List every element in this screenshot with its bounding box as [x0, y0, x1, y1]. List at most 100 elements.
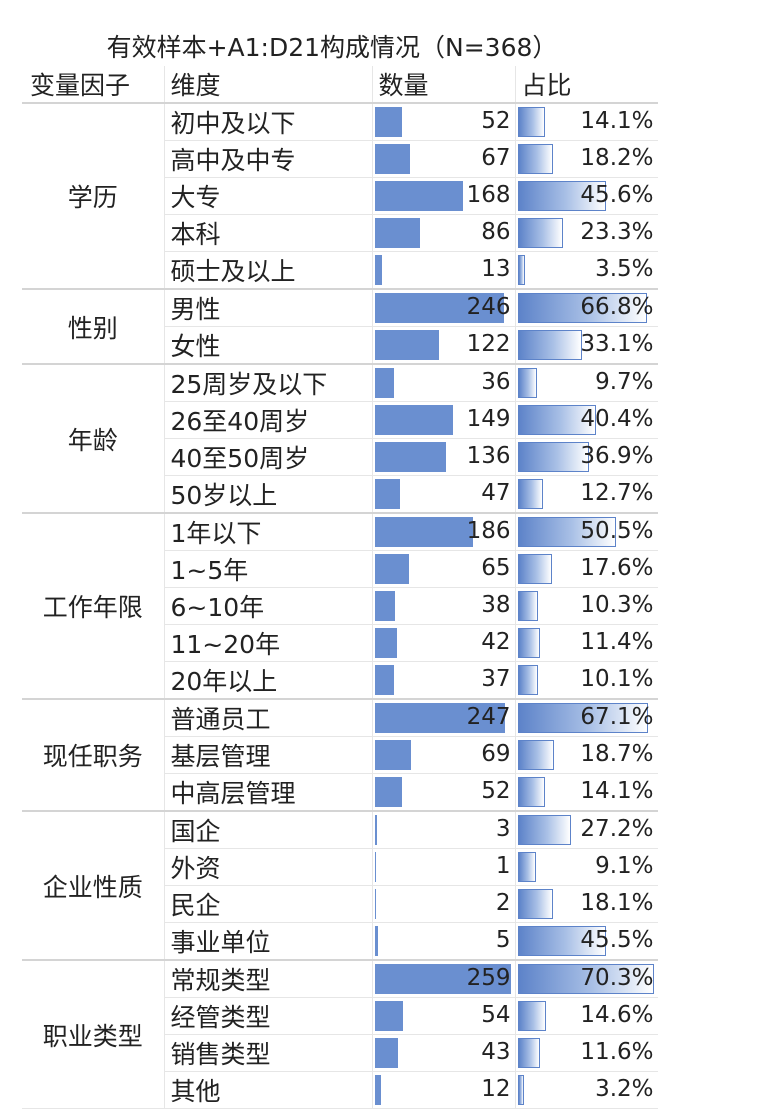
dimension-cell: 20年以上	[164, 661, 373, 700]
count-value: 3	[495, 816, 511, 842]
table-row: 20年以上 37 10.1%	[22, 661, 658, 700]
ratio-value: 9.7%	[595, 369, 654, 395]
table-row: 50岁以上 47 12.7%	[22, 475, 658, 514]
count-bar	[374, 591, 395, 621]
factor-cell: 性别	[22, 288, 165, 365]
dimension-cell: 1年以下	[164, 512, 373, 551]
table-row: 基层管理 69 18.7%	[22, 736, 658, 774]
ratio-bar	[517, 405, 596, 435]
header-ratio-label: 占比	[521, 71, 572, 100]
table-row: 经管类型 54 14.6%	[22, 997, 658, 1035]
ratio-value: 23.3%	[580, 219, 654, 245]
count-value: 259	[466, 965, 511, 991]
ratio-bar	[517, 218, 563, 248]
table-body: 变量因子 维度 数量 占比 学历 初中及以下 52 14.1% 高中及中专 67 18.2%…	[22, 66, 658, 1109]
table-title: 有效样本+A1:D21构成情况（N=368）	[106, 33, 558, 62]
table-row: 高中及中专 67 18.2%	[22, 140, 658, 178]
count-bar	[374, 1001, 403, 1031]
ratio-bar	[517, 293, 647, 323]
count-value: 1	[495, 853, 511, 879]
dimension-cell: 销售类型	[164, 1034, 373, 1072]
ratio-value: 70.3%	[580, 965, 654, 991]
ratio-bar	[517, 479, 543, 509]
count-value: 2	[495, 890, 511, 916]
ratio-cell: 70.3%	[515, 959, 658, 998]
count-bar	[374, 218, 420, 248]
ratio-value: 18.2%	[580, 145, 654, 171]
dimension-cell: 其他	[164, 1071, 373, 1109]
count-cell: 2	[372, 885, 516, 923]
ratio-cell: 45.5%	[515, 922, 658, 961]
ratio-value: 36.9%	[580, 443, 654, 469]
ratio-bar	[517, 889, 553, 919]
count-cell: 149	[372, 401, 516, 439]
table-row: 现任职务 普通员工 247 67.1%	[22, 698, 658, 812]
count-cell: 1	[372, 848, 516, 886]
count-bar	[374, 815, 377, 845]
dimension-cell: 25周岁及以下	[164, 363, 373, 402]
ratio-cell: 14.6%	[515, 997, 658, 1035]
ratio-bar	[517, 107, 545, 137]
ratio-value: 33.1%	[580, 331, 654, 357]
ratio-cell: 66.8%	[515, 288, 658, 327]
table-row: 1~5年 65 17.6%	[22, 550, 658, 588]
table-row: 本科 86 23.3%	[22, 214, 658, 252]
count-cell: 37	[372, 661, 516, 700]
ratio-cell: 33.1%	[515, 326, 658, 365]
count-bar	[374, 144, 410, 174]
ratio-cell: 67.1%	[515, 698, 658, 737]
dimension-cell: 26至40周岁	[164, 401, 373, 439]
count-bar	[374, 107, 402, 137]
dimension-cell: 40至50周岁	[164, 438, 373, 476]
ratio-cell: 18.1%	[515, 885, 658, 923]
dimension-cell: 1~5年	[164, 550, 373, 588]
table-row: 销售类型 43 11.6%	[22, 1034, 658, 1072]
count-value: 246	[466, 294, 511, 320]
header-count: 数量	[372, 66, 516, 104]
table-row: 11~20年 42 11.4%	[22, 624, 658, 662]
dimension-cell: 外资	[164, 848, 373, 886]
count-cell: 65	[372, 550, 516, 588]
count-value: 43	[481, 1039, 511, 1065]
count-bar	[374, 628, 397, 658]
ratio-cell: 10.3%	[515, 587, 658, 625]
count-value: 69	[481, 741, 511, 767]
ratio-value: 67.1%	[580, 704, 654, 730]
table-row: 26至40周岁 149 40.4%	[22, 401, 658, 439]
count-bar	[374, 442, 446, 472]
count-value: 36	[481, 369, 511, 395]
ratio-cell: 10.1%	[515, 661, 658, 700]
table-row: 中高层管理 52 14.1%	[22, 773, 658, 812]
dimension-cell: 高中及中专	[164, 140, 373, 178]
dimension-cell: 6~10年	[164, 587, 373, 625]
ratio-value: 12.7%	[580, 480, 654, 506]
ratio-cell: 18.7%	[515, 736, 658, 774]
ratio-cell: 36.9%	[515, 438, 658, 476]
count-cell: 259	[372, 959, 516, 998]
count-value: 168	[466, 182, 511, 208]
ratio-bar	[517, 517, 616, 547]
ratio-bar	[517, 144, 553, 174]
table-row: 女性 122 33.1%	[22, 326, 658, 365]
dimension-cell: 基层管理	[164, 736, 373, 774]
count-cell: 52	[372, 102, 516, 141]
count-bar	[374, 330, 439, 360]
count-cell: 168	[372, 177, 516, 215]
header-count-label: 数量	[378, 71, 429, 100]
count-value: 42	[481, 629, 511, 655]
header-dim: 维度	[164, 66, 373, 104]
count-value: 65	[481, 555, 511, 581]
count-value: 5	[495, 927, 511, 953]
count-cell: 86	[372, 214, 516, 252]
ratio-cell: 27.2%	[515, 810, 658, 849]
count-bar	[374, 554, 409, 584]
count-bar	[374, 777, 402, 807]
ratio-cell: 18.2%	[515, 140, 658, 178]
table-row: 大专 168 45.6%	[22, 177, 658, 215]
ratio-value: 45.5%	[580, 927, 654, 953]
table-row: 职业类型 常规类型 259 70.3%	[22, 959, 658, 1109]
count-value: 47	[481, 480, 511, 506]
count-bar	[374, 703, 505, 733]
count-cell: 5	[372, 922, 516, 961]
dimension-cell: 经管类型	[164, 997, 373, 1035]
